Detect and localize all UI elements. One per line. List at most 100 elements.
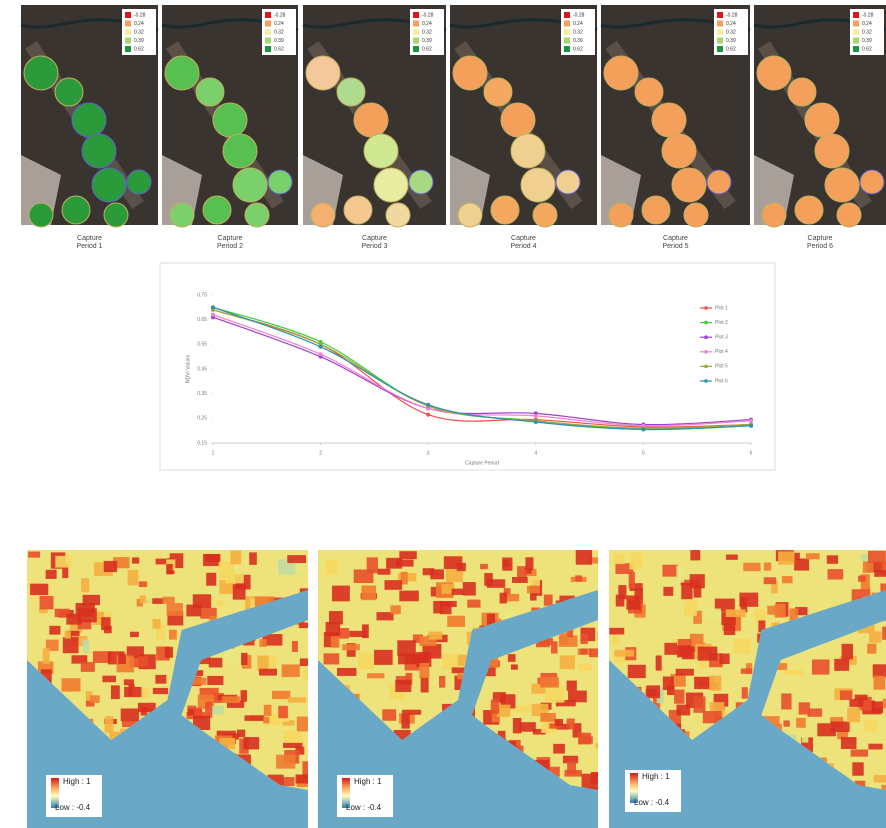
pivot-field (82, 134, 116, 168)
legend-label: -0.28 (573, 12, 585, 18)
legend-label: 0.39 (573, 38, 583, 44)
caption: Capture (808, 235, 833, 242)
pivot-field (104, 203, 128, 227)
caption: Capture (218, 235, 243, 242)
pivot-field (825, 168, 859, 202)
legend-marker (704, 321, 708, 325)
figure: -0.280.240.320.390.62 Capture Period 1 -0.2… (0, 0, 886, 828)
pivot-field (795, 196, 823, 224)
pivot-field (311, 203, 335, 227)
pivot-field (364, 134, 398, 168)
caption: Period 1 (76, 243, 102, 250)
pivot-field (837, 203, 861, 227)
pivot-field (762, 203, 786, 227)
legend-swatch (853, 38, 859, 44)
pivot-field (684, 203, 708, 227)
legend-low: Low : -0.4 (346, 803, 382, 812)
legend-swatch (853, 29, 859, 35)
legend-swatch (564, 29, 570, 35)
pivot-field (652, 103, 686, 137)
legend: -0.280.240.320.390.62 (262, 9, 296, 55)
pivot-field (62, 196, 90, 224)
legend-marker (704, 335, 708, 339)
pivot-field (268, 170, 292, 194)
satellite-panel: -0.280.240.320.390.62 (303, 5, 446, 227)
legend-label: -0.28 (134, 12, 146, 18)
pivot-field (24, 56, 58, 90)
pivot-field (223, 134, 257, 168)
pivot-field (707, 170, 731, 194)
legend-swatch (853, 46, 859, 52)
legend: -0.280.240.320.390.62 (714, 9, 748, 55)
legend-label: 0.39 (274, 38, 284, 44)
point (319, 345, 323, 349)
pivot-field (29, 203, 53, 227)
pivot-field (491, 196, 519, 224)
point (426, 403, 430, 407)
legend-swatch (717, 12, 723, 18)
legend-label: 0.24 (573, 21, 583, 27)
legend-label: Plot 4 (715, 349, 728, 355)
legend-swatch (853, 21, 859, 27)
legend-low: Low : -0.4 (55, 803, 91, 812)
legend-high: High : 1 (642, 772, 670, 781)
x-tick-label: 3 (427, 450, 430, 456)
point (534, 420, 538, 424)
pivot-field (386, 203, 410, 227)
satellite-panel: -0.280.240.320.390.62 (754, 5, 886, 227)
legend: -0.280.240.320.390.62 (850, 9, 884, 55)
legend-high: High : 1 (354, 777, 382, 786)
y-tick-label: 0.15 (197, 440, 207, 446)
chart-frame (160, 263, 775, 470)
legend-swatch (413, 21, 419, 27)
legend-swatch (413, 46, 419, 52)
point (749, 424, 753, 428)
y-tick-label: 0.75 (197, 292, 207, 298)
x-tick-label: 4 (534, 450, 537, 456)
pivot-field (337, 78, 365, 106)
legend-label: Plot 6 (715, 378, 728, 384)
point (749, 419, 753, 423)
pivot-field (72, 103, 106, 137)
pivot-field (501, 103, 535, 137)
pivot-field (196, 78, 224, 106)
legend-label: -0.28 (274, 12, 286, 18)
pivot-field (374, 168, 408, 202)
x-tick-label: 6 (750, 450, 753, 456)
caption: Period 6 (807, 243, 833, 250)
caption: Period 5 (662, 243, 688, 250)
pivot-field (604, 56, 638, 90)
legend: High : 1 Low : -0.4 (337, 775, 393, 817)
y-tick-label: 0.35 (197, 391, 207, 397)
pivot-field (609, 203, 633, 227)
point (211, 313, 215, 317)
point (319, 352, 323, 356)
legend-swatch (413, 12, 419, 18)
caption: Capture (663, 235, 688, 242)
legend-label: 0.24 (862, 21, 872, 27)
satellite-panel: -0.280.240.320.390.62 (21, 5, 158, 227)
legend-label: Plot 3 (715, 335, 728, 341)
pivot-field (860, 170, 884, 194)
x-tick-label: 5 (642, 450, 645, 456)
x-tick-label: 2 (319, 450, 322, 456)
heat-panel: High : 1Low : -0.4 (27, 550, 323, 828)
pivot-field (409, 170, 433, 194)
legend-swatch (717, 46, 723, 52)
legend-label: 0.32 (134, 29, 144, 35)
pivot-field (170, 203, 194, 227)
caption: Period 2 (217, 243, 243, 250)
point (534, 414, 538, 418)
legend-marker (704, 365, 708, 369)
legend-label: 0.32 (862, 29, 872, 35)
legend-swatch (125, 29, 131, 35)
pivot-field (672, 168, 706, 202)
pivot-field (354, 103, 388, 137)
caption: Capture (511, 235, 536, 242)
legend-label: 0.39 (862, 38, 872, 44)
legend-swatch (265, 38, 271, 44)
legend-label: 0.32 (422, 29, 432, 35)
pivot-field (92, 168, 126, 202)
caption: Period 3 (361, 243, 387, 250)
point (641, 427, 645, 431)
